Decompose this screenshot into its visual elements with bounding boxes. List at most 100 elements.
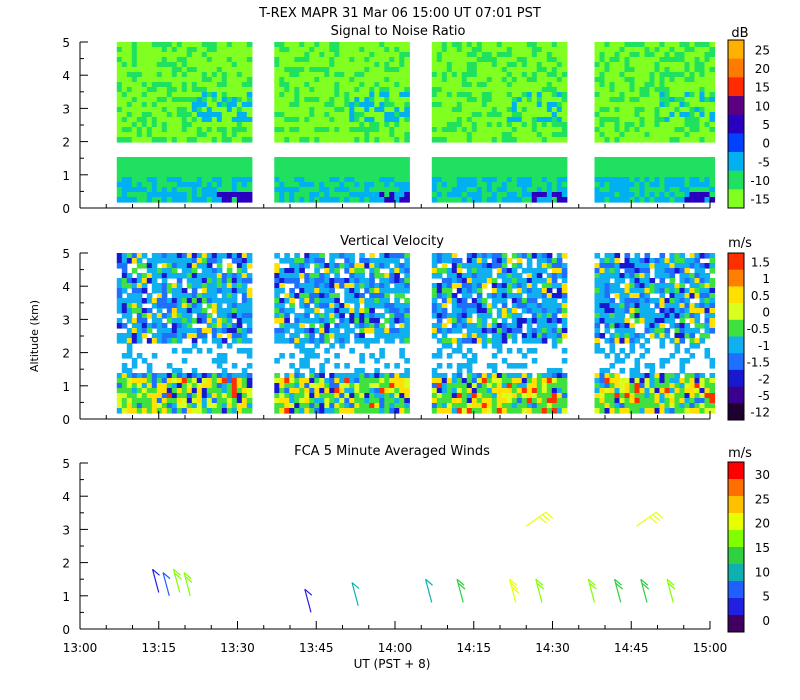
snr-cell [639, 97, 646, 103]
snr-cell [309, 167, 315, 173]
snr-cell [624, 77, 631, 83]
velocity-cell [191, 328, 198, 334]
snr-cell [476, 82, 483, 88]
velocity-cell [299, 293, 305, 299]
snr-cell [369, 137, 375, 143]
velocity-cell [466, 263, 473, 269]
snr-cell [684, 97, 691, 103]
snr-cell [136, 72, 143, 78]
velocity-cell [344, 253, 350, 259]
snr-cell [599, 87, 606, 93]
snr-cell [546, 132, 553, 138]
snr-cell [304, 162, 310, 168]
velocity-cell [274, 293, 280, 299]
velocity-cell [161, 283, 168, 289]
velocity-cell [166, 398, 173, 404]
velocity-cell [279, 258, 285, 264]
velocity-cell [274, 383, 280, 389]
snr-cell [274, 177, 280, 183]
velocity-cell [136, 288, 143, 294]
snr-cell [614, 107, 621, 113]
snr-cell [116, 197, 123, 203]
snr-cell [304, 72, 310, 78]
snr-cell [329, 132, 335, 138]
snr-cell [644, 112, 651, 118]
velocity-cell [299, 373, 305, 379]
snr-cell [241, 62, 248, 68]
velocity-cell [309, 403, 315, 409]
velocity-cell [541, 293, 548, 299]
snr-cell [441, 102, 448, 108]
velocity-cell [161, 313, 168, 319]
velocity-cell [481, 303, 488, 309]
snr-cell [309, 157, 315, 163]
snr-cell [131, 197, 138, 203]
velocity-cell [161, 323, 168, 329]
velocity-cell [486, 293, 493, 299]
snr-cell [441, 67, 448, 73]
velocity-cell [324, 338, 330, 344]
snr-cell [649, 162, 656, 168]
snr-cell [389, 157, 395, 163]
velocity-cell [521, 283, 528, 289]
snr-cell [156, 62, 163, 68]
snr-cell [349, 112, 355, 118]
snr-cell [466, 132, 473, 138]
snr-cell [531, 162, 538, 168]
snr-cell [226, 57, 233, 63]
snr-cell [609, 192, 616, 198]
snr-colorbar-swatch [728, 189, 744, 209]
snr-cell [329, 197, 335, 203]
snr-cell [604, 92, 611, 98]
velocity-cell [236, 313, 243, 319]
velocity-cell [536, 338, 543, 344]
snr-cell [299, 167, 305, 173]
snr-cell [441, 132, 448, 138]
velocity-cell [526, 308, 533, 314]
snr-cell [399, 97, 405, 103]
velocity-cell [404, 268, 410, 274]
velocity-cell [329, 378, 335, 384]
snr-cell [279, 57, 285, 63]
snr-cell [161, 172, 168, 178]
snr-cell [689, 157, 696, 163]
velocity-cell [551, 263, 558, 269]
snr-cell [704, 192, 711, 198]
snr-cell [176, 182, 183, 188]
velocity-cell [231, 383, 238, 389]
snr-cell [609, 122, 616, 128]
velocity-cell [339, 343, 345, 349]
velocity-cell [394, 383, 400, 389]
snr-cell [136, 62, 143, 68]
velocity-cell [191, 393, 198, 399]
snr-cell [236, 107, 243, 113]
snr-cell [314, 187, 320, 193]
snr-cell [206, 127, 213, 133]
snr-colorbar-label: 0 [762, 137, 770, 151]
snr-cell [404, 57, 410, 63]
velocity-cell [541, 283, 548, 289]
snr-cell [369, 122, 375, 128]
velocity-cell [126, 328, 133, 334]
velocity-cell [526, 348, 533, 354]
velocity-cell [364, 258, 370, 264]
snr-cell [394, 137, 400, 143]
velocity-cell [236, 408, 243, 414]
velocity-cell [471, 378, 478, 384]
snr-cell [329, 177, 335, 183]
snr-cell [446, 122, 453, 128]
snr-cell [231, 112, 238, 118]
snr-cell [471, 112, 478, 118]
velocity-cell [384, 328, 390, 334]
snr-cell [599, 62, 606, 68]
velocity-cell [536, 328, 543, 334]
snr-cell [491, 92, 498, 98]
snr-cell [551, 167, 558, 173]
snr-cell [451, 62, 458, 68]
snr-cell [364, 82, 370, 88]
snr-cell [486, 107, 493, 113]
snr-cell [354, 87, 360, 93]
snr-cell [141, 82, 148, 88]
velocity-cell [294, 273, 300, 279]
velocity-cell [531, 278, 538, 284]
